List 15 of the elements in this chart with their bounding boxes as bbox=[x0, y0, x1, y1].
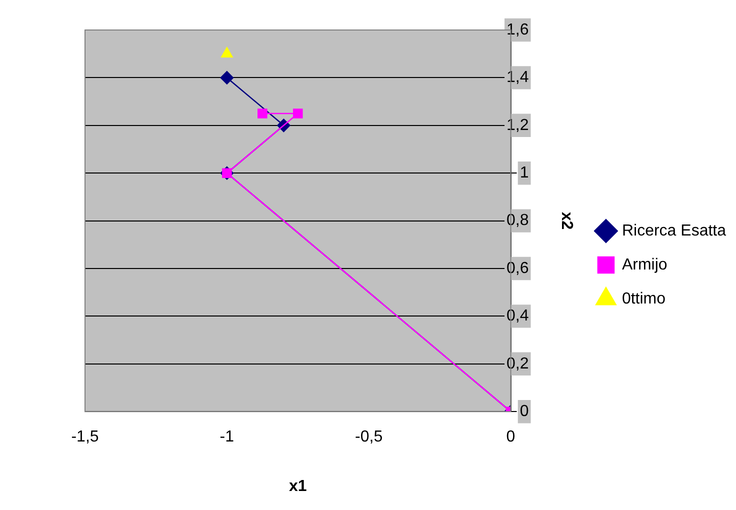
legend-label: Ricerca Esatta bbox=[622, 222, 726, 240]
y-tick-label: 0 bbox=[520, 403, 529, 420]
y-axis-title: x2 bbox=[558, 212, 575, 230]
y-tick-label: 1,6 bbox=[506, 21, 529, 38]
legend-label: 0ttimo bbox=[622, 290, 666, 308]
y-tick-label: 1 bbox=[520, 164, 529, 182]
y-tick-label: 0,4 bbox=[506, 308, 529, 325]
x-tick-label: -0,5 bbox=[355, 428, 383, 446]
x-tick-label: -1,5 bbox=[71, 428, 99, 446]
y-tick-label: 0,8 bbox=[506, 212, 529, 230]
y-tick-label: 0,6 bbox=[506, 260, 529, 277]
x-tick-label: -1 bbox=[220, 428, 234, 446]
y-tick-label: 0,2 bbox=[506, 355, 529, 372]
legend-label: Armijo bbox=[622, 256, 668, 274]
x-axis-title: x1 bbox=[288, 478, 307, 495]
